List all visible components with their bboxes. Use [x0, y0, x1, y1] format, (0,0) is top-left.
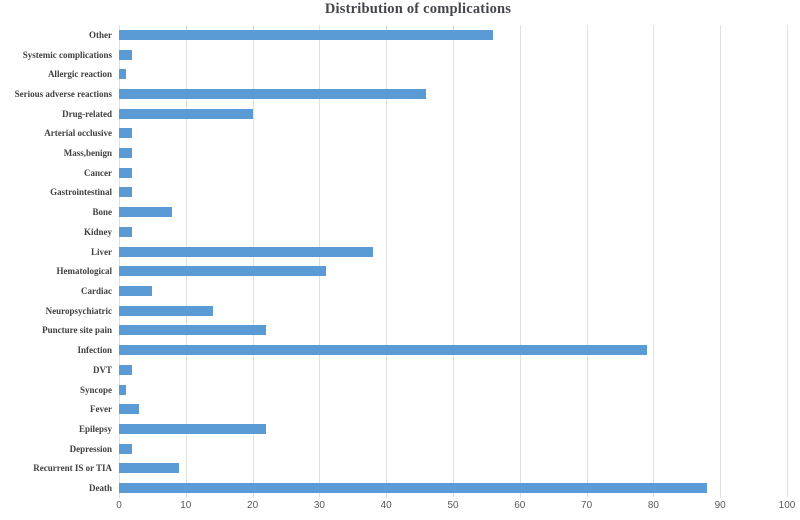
bar [119, 167, 133, 178]
gridline-x-40 [386, 25, 388, 498]
bar [119, 325, 266, 336]
category-label: Neuropsychiatric [45, 305, 112, 316]
bar-row [119, 183, 787, 203]
bar [119, 49, 133, 60]
x-tick-label-80: 80 [647, 500, 659, 511]
bar [119, 29, 494, 40]
bar-row [119, 45, 787, 65]
category-label: Cancer [84, 167, 112, 178]
category-label: Mass,benign [63, 148, 112, 159]
bar-row [119, 380, 787, 400]
category-label: Depression [69, 443, 112, 454]
category-label: Bone [92, 207, 112, 218]
x-tick-label-20: 20 [247, 500, 259, 511]
category-label: Gastrointestinal [50, 187, 112, 198]
gridline-x-60 [519, 25, 521, 498]
bar [119, 345, 647, 356]
x-tick-label-70: 70 [581, 500, 593, 511]
x-tick-label-50: 50 [447, 500, 459, 511]
category-label: Arterial occlusive [44, 128, 112, 139]
gridline-x-100 [787, 25, 788, 498]
category-label: Cardiac [81, 285, 112, 296]
category-label: Allergic reaction [47, 69, 112, 80]
x-tick-label-40: 40 [380, 500, 392, 511]
x-tick-label-100: 100 [778, 500, 796, 511]
bar [119, 483, 707, 494]
x-tick-label-60: 60 [514, 500, 526, 511]
gridline-x-90 [720, 25, 722, 498]
bar-row [119, 202, 787, 222]
category-label: Epilepsy [78, 423, 112, 434]
bar-row [119, 321, 787, 341]
gridline-x-50 [453, 25, 454, 498]
gridline-x-80 [653, 25, 655, 498]
category-label: Other [89, 29, 112, 40]
gridline-x-10 [185, 25, 187, 498]
bar-row [119, 458, 787, 478]
bar [119, 108, 253, 119]
y-axis-category-labels: Other Systemic complications Allergic reac… [0, 25, 112, 498]
bar [119, 443, 133, 454]
x-tick-label-90: 90 [714, 500, 726, 511]
bar-row [119, 360, 787, 380]
category-label: Serious adverse reactions [14, 88, 112, 99]
gridline-x-0 [119, 25, 120, 498]
category-label: Syncope [79, 384, 112, 395]
bar [119, 226, 133, 237]
plot-area [119, 25, 788, 498]
category-label: Infection [77, 345, 113, 356]
category-label: Drug-related [62, 108, 112, 119]
bar [119, 207, 173, 218]
bar-row [119, 143, 787, 163]
bar-row [119, 439, 787, 459]
gridline-x-20 [252, 25, 254, 498]
bar-row [119, 222, 787, 242]
bar-rows [119, 25, 787, 498]
bar [119, 384, 126, 395]
bar-row [119, 84, 787, 104]
bar-row [119, 261, 787, 281]
bar [119, 463, 180, 474]
bar-row [119, 419, 787, 439]
bar-row [119, 124, 787, 144]
bar [119, 246, 373, 257]
category-label: DVT [92, 364, 112, 375]
x-tick-label-0: 0 [116, 500, 122, 511]
bar [119, 305, 213, 316]
category-label: Systemic complications [22, 49, 112, 60]
bar-row [119, 104, 787, 124]
bar [119, 364, 133, 375]
category-label: Death [89, 483, 112, 494]
bar [119, 266, 327, 277]
category-label: Liver [91, 246, 112, 257]
category-label: Hematological [56, 266, 113, 277]
bar-row [119, 281, 787, 301]
bar [119, 88, 427, 99]
category-label: Fever [90, 404, 112, 415]
bar-row [119, 301, 787, 321]
chart-title: Distribution of complications [324, 1, 512, 17]
category-label: Kidney [83, 226, 112, 237]
category-label: Puncture site pain [42, 325, 112, 336]
bar-row [119, 478, 787, 498]
bar-row [119, 25, 787, 45]
bar [119, 148, 133, 159]
bar [119, 69, 126, 80]
bar [119, 187, 133, 198]
bar-row [119, 399, 787, 419]
bar [119, 404, 140, 415]
bar [119, 423, 266, 434]
gridline-x-70 [586, 25, 588, 498]
x-tick-label-30: 30 [313, 500, 325, 511]
bar [119, 285, 153, 296]
category-label: Recurrent IS or TIA [33, 463, 112, 474]
gridline-x-30 [319, 25, 321, 498]
bar-row [119, 340, 787, 360]
x-tick-label-10: 10 [180, 500, 192, 511]
bar [119, 128, 133, 139]
bar-row [119, 242, 787, 262]
bar-row [119, 64, 787, 84]
x-axis-tick-labels: 0 10 20 30 40 50 60 70 80 90 100 [116, 500, 795, 514]
bar-row [119, 163, 787, 183]
